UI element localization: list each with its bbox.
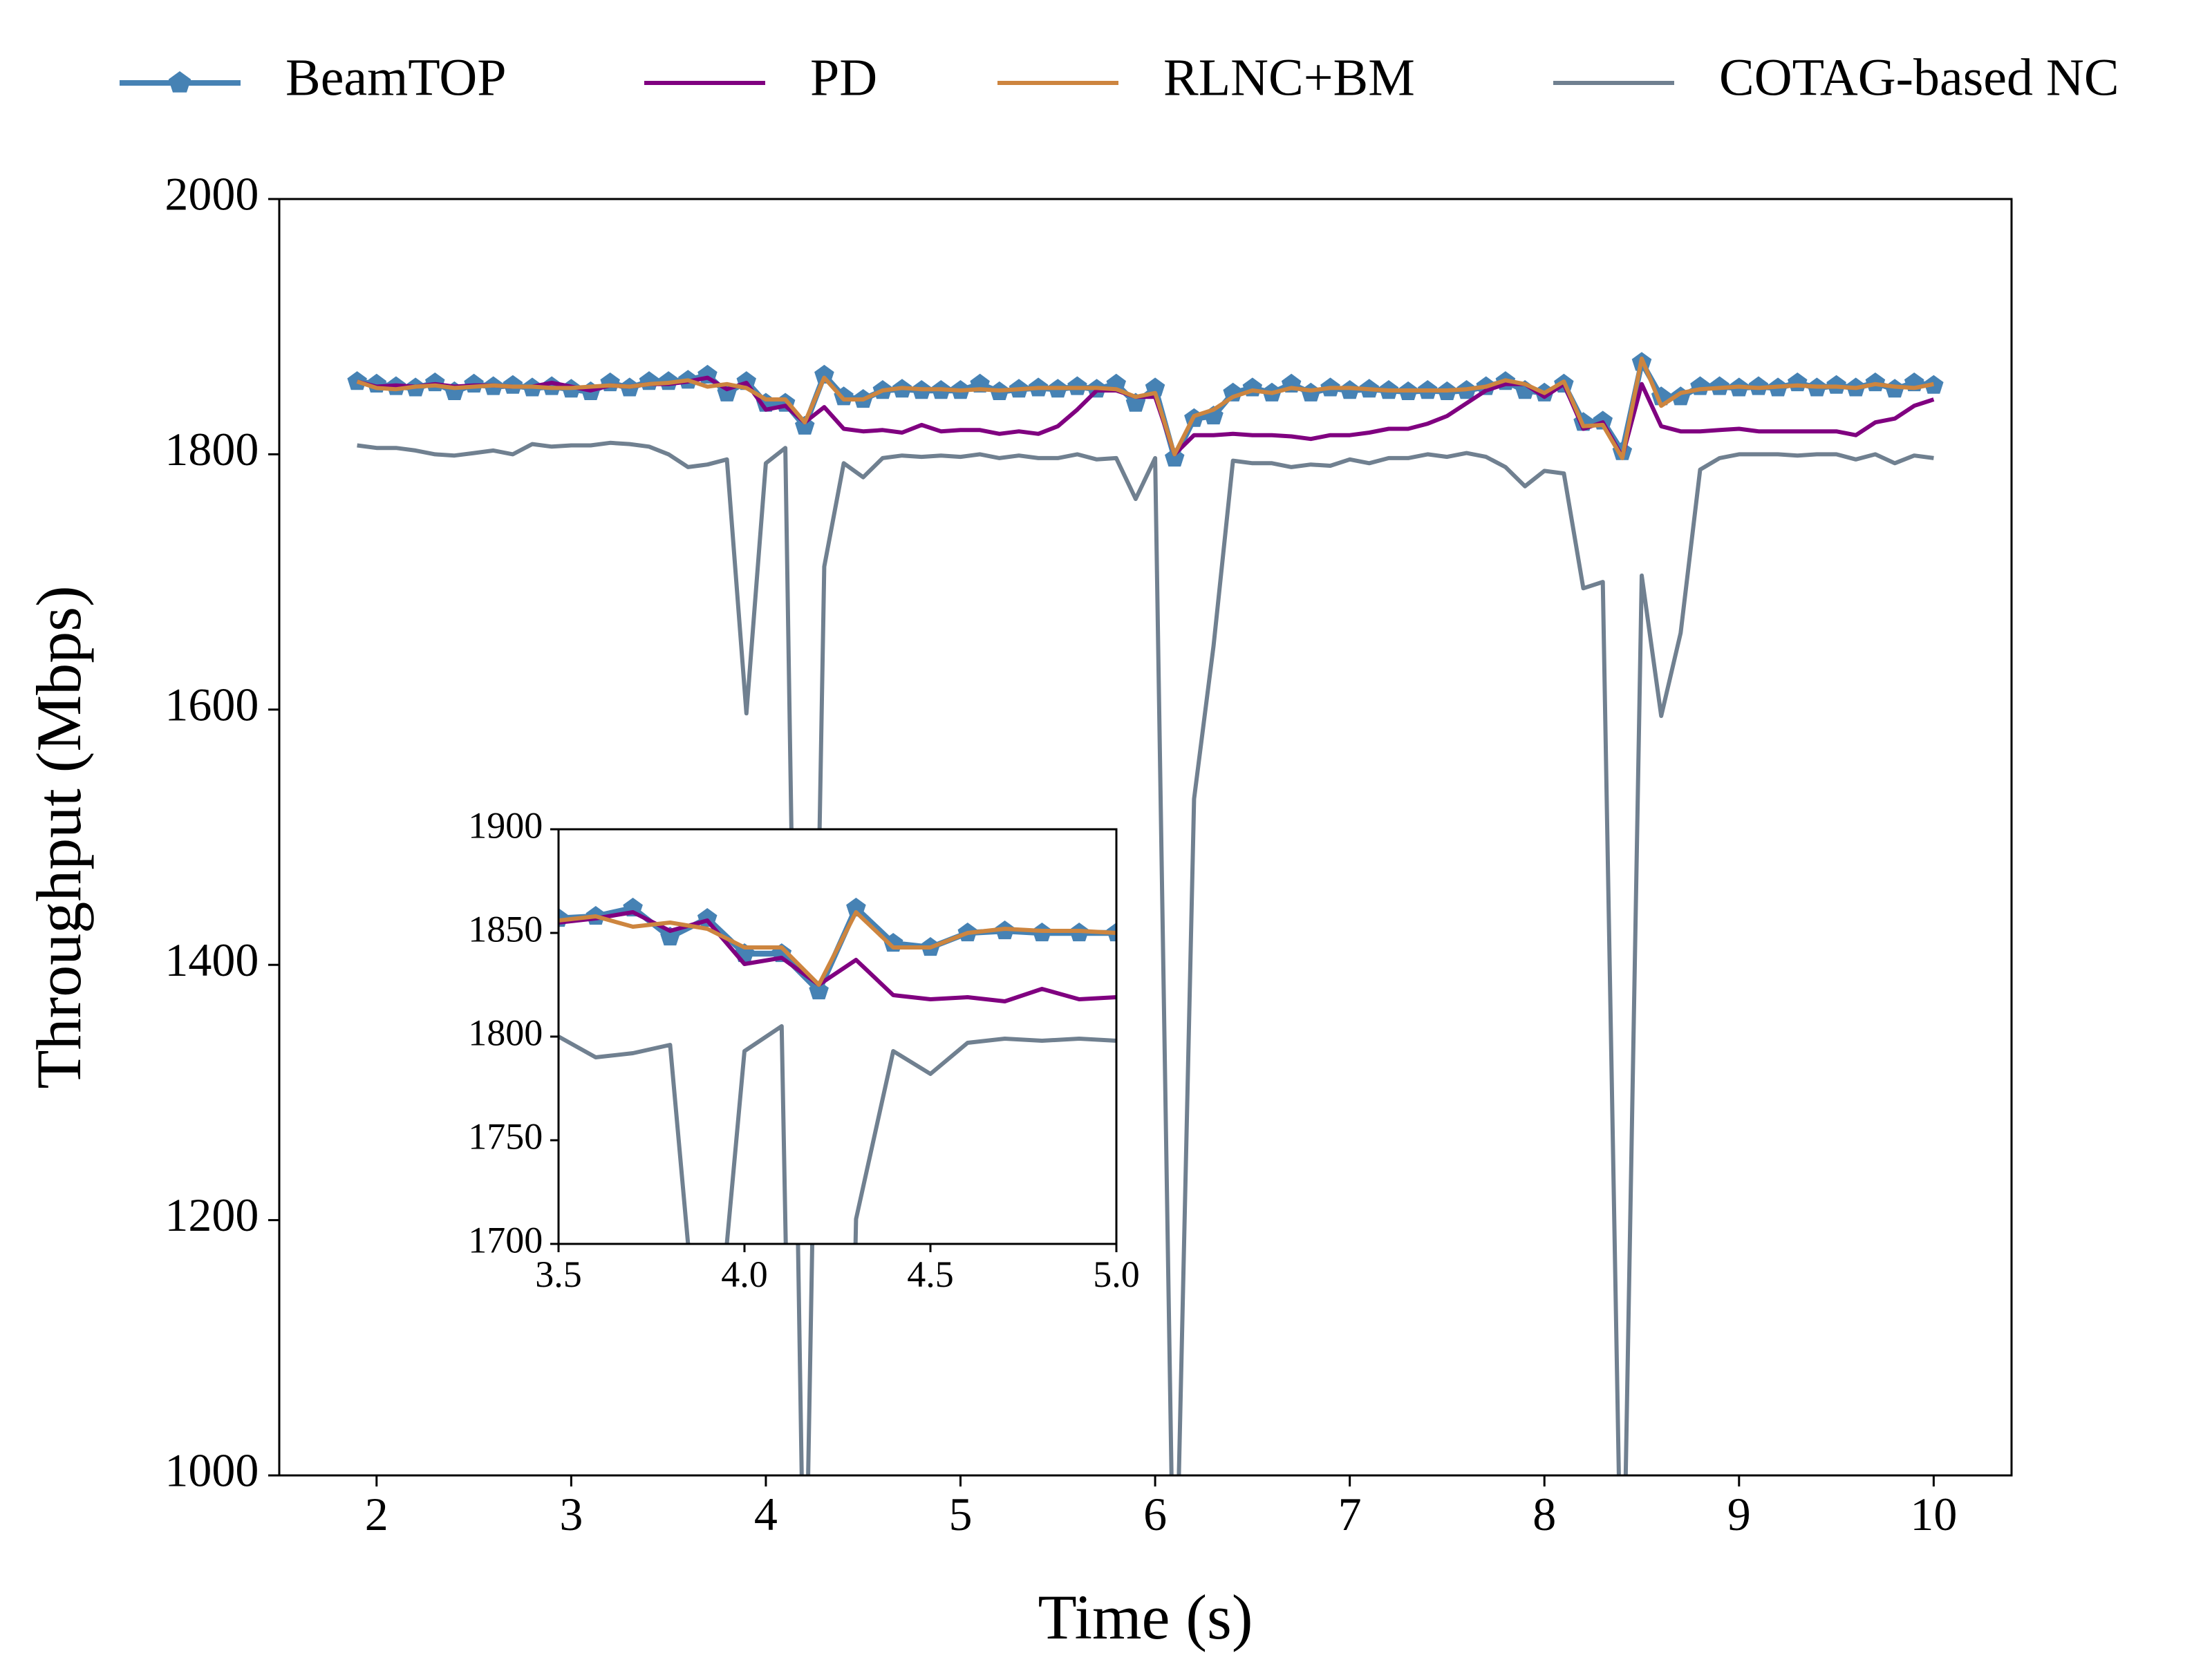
legend-label: COTAG-based NC — [1719, 48, 2119, 106]
marker — [2074, 923, 2094, 941]
marker — [140, 925, 160, 943]
x-tick-label: 8 — [1533, 1488, 1556, 1540]
y-tick-label: 1850 — [468, 908, 543, 950]
marker — [102, 910, 122, 929]
x-tick-label: 4.5 — [907, 1254, 954, 1295]
series-group — [347, 352, 1944, 1475]
marker — [1826, 375, 1846, 394]
marker — [0, 912, 10, 931]
x-tick-label: 6 — [1143, 1488, 1167, 1540]
legend-label: PD — [810, 48, 877, 106]
series-group — [0, 898, 2205, 1244]
x-tick-label: 4.0 — [721, 1254, 768, 1295]
x-tick-label: 5 — [949, 1488, 973, 1540]
y-tick-label: 2000 — [165, 168, 259, 220]
marker — [1748, 376, 1769, 395]
y-tick-label: 1700 — [468, 1219, 543, 1260]
y-tick-label: 1000 — [165, 1444, 259, 1497]
marker — [1145, 377, 1165, 397]
marker — [251, 914, 271, 933]
marker — [214, 916, 234, 935]
legend-label: RLNC+BM — [1163, 48, 1415, 106]
legend: BeamTOP PD RLNC+BM COTAG-based NC — [120, 48, 2119, 106]
x-tick-label: 2 — [365, 1488, 388, 1540]
x-tick-label: 10 — [1910, 1488, 1957, 1540]
x-axis-label: Time (s) — [1038, 1582, 1253, 1652]
marker — [541, 376, 562, 395]
marker — [1165, 447, 1185, 467]
plot-frame — [278, 198, 2013, 1477]
marker — [846, 898, 866, 917]
series-line — [356, 356, 1934, 460]
y-tick-label: 1800 — [468, 1012, 543, 1053]
x-tick-label: 3 — [559, 1488, 583, 1540]
marker — [2148, 908, 2168, 927]
y-axis-label: Throughput (Mbps) — [24, 585, 94, 1088]
legend-marker — [168, 71, 191, 93]
x-tick-label: 7 — [1338, 1488, 1362, 1540]
marker — [2185, 923, 2205, 941]
marker — [2110, 916, 2130, 935]
plot-background — [559, 829, 1116, 1244]
y-tick-label: 1900 — [468, 804, 543, 846]
x-tick-label: 9 — [1727, 1488, 1751, 1540]
x-tick-label: 3.5 — [535, 1254, 582, 1295]
inset-plot: 3.5 4.0 4.5 5.0 1700 1750 1800 1850 1900 — [0, 804, 2205, 1295]
y-tick-label: 1400 — [165, 934, 259, 986]
marker — [809, 981, 829, 1000]
marker — [503, 375, 523, 394]
marker — [2036, 925, 2056, 943]
y-tick-label: 1750 — [468, 1115, 543, 1157]
x-tick-label: 5.0 — [1093, 1254, 1140, 1295]
legend-label: BeamTOP — [285, 48, 506, 106]
marker — [814, 364, 834, 384]
marker — [1067, 376, 1087, 395]
marker — [177, 912, 197, 931]
y-tick-label: 1200 — [165, 1189, 259, 1241]
x-tick-label: 4 — [754, 1488, 778, 1540]
y-tick-label: 1600 — [165, 678, 259, 730]
y-tick-label: 1800 — [165, 423, 259, 475]
series-line — [357, 440, 1934, 1475]
